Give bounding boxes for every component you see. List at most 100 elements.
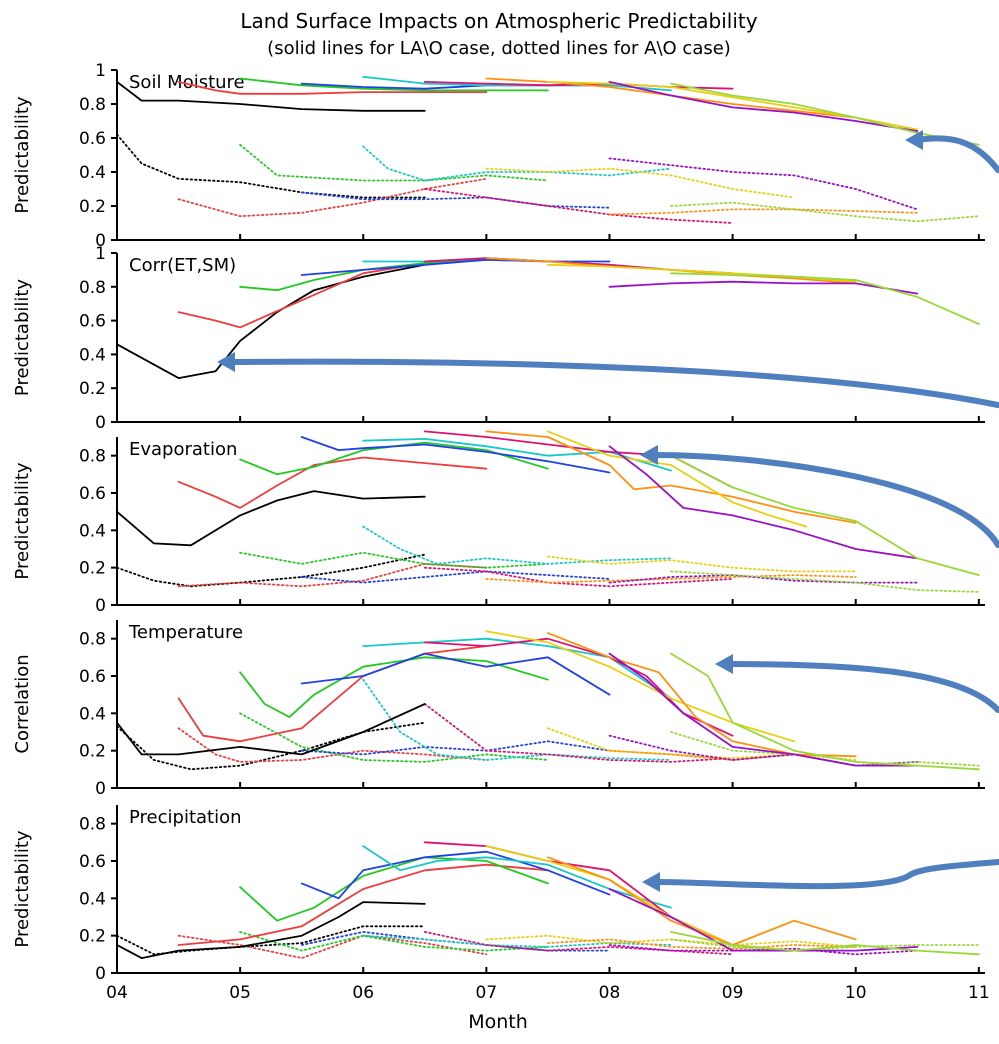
annotation-arrow <box>655 859 999 890</box>
series-line <box>116 81 426 112</box>
annotation-arrow <box>915 135 999 173</box>
series-line <box>300 191 611 209</box>
series-line <box>608 652 919 767</box>
x-tick-label: 09 <box>722 983 744 1003</box>
series-line <box>177 727 488 763</box>
series-line <box>239 656 549 718</box>
y-tick-label: 0 <box>95 413 106 433</box>
y-tick-label: 0.4 <box>79 521 106 541</box>
x-tick-label: 10 <box>845 983 867 1003</box>
y-tick-label: 0.8 <box>79 447 106 467</box>
series-line <box>608 81 919 133</box>
y-tick-label: 0.6 <box>79 667 106 687</box>
panel-label: Corr(ET,SM) <box>129 255 236 276</box>
series-line <box>177 563 488 588</box>
series-line <box>300 570 611 584</box>
series-line <box>116 925 426 956</box>
series-line <box>423 430 734 489</box>
annotation-arrow <box>229 358 999 408</box>
series-line <box>116 553 426 588</box>
y-tick-label: 0.8 <box>79 278 106 298</box>
y-tick-label: 0.4 <box>79 704 106 724</box>
series-line <box>485 167 796 199</box>
series-line <box>300 850 611 900</box>
series-line <box>239 712 549 763</box>
panel-label: Temperature <box>128 622 243 643</box>
series-line <box>485 845 796 952</box>
series-line <box>608 208 919 216</box>
series-line <box>177 177 488 218</box>
y-tick-label: 0 <box>95 596 106 616</box>
annotation-arrow <box>727 661 999 713</box>
panel-2: 0 0.2 0.4 0.6 0.8 Evaporation Predictability <box>12 430 985 616</box>
series-line <box>239 931 549 952</box>
series-line <box>423 188 734 224</box>
x-tick-label: 04 <box>106 983 128 1003</box>
series-line <box>177 81 488 95</box>
y-tick-label: 0.2 <box>79 742 106 762</box>
series-line <box>423 637 734 737</box>
x-axis-ticks: 04 05 06 07 08 09 10 11 <box>106 983 989 1003</box>
x-axis-label: Month <box>468 1011 528 1033</box>
series-line <box>300 652 611 696</box>
series-line <box>116 133 426 199</box>
panel-0: 0 0.2 0.4 0.6 0.8 1 Soil Moisture Predictabilit… <box>12 61 985 251</box>
panels: 0 0.2 0.4 0.6 0.8 1 Soil Moisture Predictabilit… <box>12 61 985 984</box>
y-tick-label: 0.4 <box>79 345 106 365</box>
series-line <box>670 454 980 576</box>
series-line <box>239 856 549 922</box>
series-line <box>362 637 672 700</box>
series-line <box>485 574 857 584</box>
y-tick-label: 0 <box>95 964 106 984</box>
y-tick-label: 0.2 <box>79 927 106 947</box>
x-tick-label: 07 <box>476 983 498 1003</box>
series-line <box>423 566 734 588</box>
x-tick-label: 05 <box>229 983 251 1003</box>
annotation-arrowhead <box>640 445 658 465</box>
series-line <box>485 430 857 524</box>
x-tick-label: 06 <box>352 983 374 1003</box>
panel-3: 0 0.2 0.4 0.6 0.8 Temperature Correlation <box>12 620 985 799</box>
y-axis-label: Correlation <box>12 654 33 753</box>
series-line <box>670 82 980 146</box>
panel-1: 0 0.2 0.4 0.6 0.8 1 Corr(ET,SM) Predictability <box>12 244 985 433</box>
y-axis-label: Predictability <box>12 279 33 397</box>
y-tick-label: 0.8 <box>79 95 106 115</box>
series-line <box>177 863 549 946</box>
series-line <box>300 436 611 474</box>
y-tick-label: 0.4 <box>79 889 106 909</box>
annotation-arrowhead <box>715 654 733 674</box>
series-line <box>362 678 672 761</box>
y-tick-label: 1 <box>95 244 106 264</box>
series-line <box>547 938 857 950</box>
series-line <box>362 525 672 565</box>
y-tick-label: 0.4 <box>79 163 106 183</box>
series-line <box>300 740 611 756</box>
series-line <box>239 143 549 182</box>
series-line <box>362 145 672 182</box>
x-tick-label: 08 <box>599 983 621 1003</box>
annotation-arrowhead <box>905 130 923 150</box>
series-line <box>670 272 980 325</box>
series-line <box>116 490 426 547</box>
series-line <box>177 456 488 509</box>
series-line <box>670 570 980 593</box>
series-line <box>239 257 549 292</box>
series-line <box>239 77 549 92</box>
panel-4: 0 0.2 0.4 0.6 0.8 Precipitation Predictability <box>12 805 985 984</box>
annotation-arrowhead <box>217 352 235 372</box>
annotation-arrow <box>652 452 999 548</box>
y-tick-label: 0.6 <box>79 129 106 149</box>
series-line <box>116 703 426 756</box>
series-line <box>608 888 919 952</box>
y-tick-label: 0.2 <box>79 559 106 579</box>
y-tick-label: 0.8 <box>79 815 106 835</box>
series-line <box>485 630 796 743</box>
chart-title: Land Surface Impacts on Atmospheric Pred… <box>240 9 757 33</box>
y-tick-label: 0 <box>95 231 106 251</box>
series-line <box>423 703 734 763</box>
y-tick-label: 0.6 <box>79 852 106 872</box>
y-tick-label: 0.2 <box>79 197 106 217</box>
series-line <box>608 280 919 295</box>
y-tick-label: 0.6 <box>79 312 106 332</box>
